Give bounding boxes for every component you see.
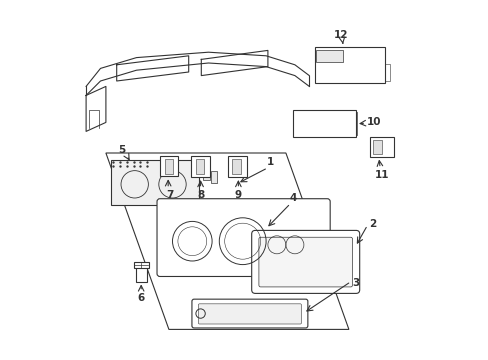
Text: 5: 5: [118, 145, 125, 155]
FancyBboxPatch shape: [373, 140, 382, 154]
FancyBboxPatch shape: [160, 156, 178, 176]
Text: 11: 11: [374, 170, 389, 180]
Text: 6: 6: [137, 293, 144, 303]
Text: 12: 12: [333, 30, 347, 40]
FancyBboxPatch shape: [157, 199, 329, 276]
FancyBboxPatch shape: [292, 110, 355, 137]
FancyBboxPatch shape: [314, 47, 384, 83]
Text: 4: 4: [289, 193, 296, 203]
Text: 10: 10: [366, 117, 381, 127]
FancyBboxPatch shape: [191, 156, 209, 177]
FancyBboxPatch shape: [258, 237, 352, 287]
Text: 7: 7: [165, 190, 173, 200]
FancyBboxPatch shape: [211, 171, 217, 183]
Text: 8: 8: [197, 190, 204, 200]
FancyBboxPatch shape: [164, 159, 173, 174]
FancyBboxPatch shape: [198, 304, 301, 324]
FancyBboxPatch shape: [228, 156, 246, 177]
Polygon shape: [106, 153, 348, 329]
FancyBboxPatch shape: [192, 299, 307, 328]
FancyBboxPatch shape: [316, 50, 343, 62]
Text: 9: 9: [234, 190, 242, 200]
FancyBboxPatch shape: [251, 230, 359, 293]
FancyBboxPatch shape: [203, 166, 209, 180]
FancyBboxPatch shape: [370, 137, 393, 157]
FancyBboxPatch shape: [136, 266, 146, 282]
Text: 2: 2: [368, 219, 375, 229]
Text: 1: 1: [266, 157, 273, 167]
FancyBboxPatch shape: [133, 262, 148, 268]
FancyBboxPatch shape: [195, 159, 204, 174]
Text: 3: 3: [352, 278, 359, 288]
Polygon shape: [111, 160, 199, 205]
FancyBboxPatch shape: [232, 159, 241, 174]
